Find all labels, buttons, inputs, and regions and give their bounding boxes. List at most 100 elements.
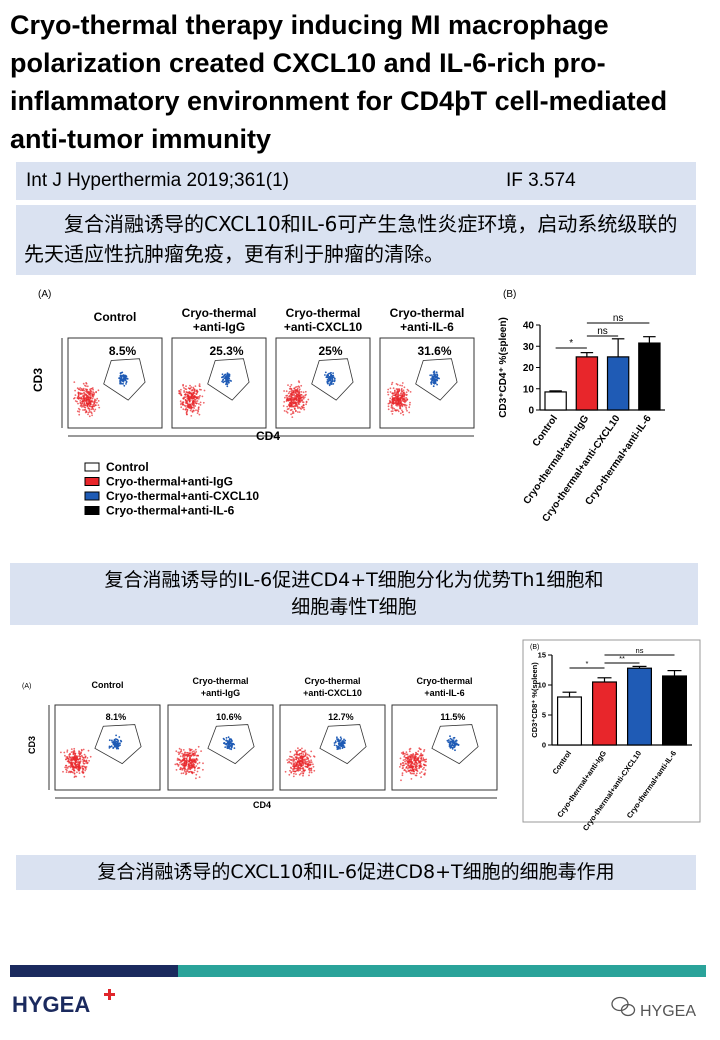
red-event (409, 760, 412, 763)
blue-event (451, 742, 454, 744)
red-event (410, 772, 413, 775)
red-event (177, 763, 180, 766)
red-event (80, 387, 83, 390)
red-event (198, 761, 201, 764)
red-event (284, 770, 287, 773)
red-event (293, 754, 296, 757)
red-event (83, 409, 86, 411)
blue-event (123, 374, 126, 377)
red-event (398, 389, 401, 392)
blue-event (455, 743, 458, 746)
bar (606, 356, 630, 411)
red-event (302, 404, 305, 407)
red-event (419, 764, 421, 766)
red-event (309, 755, 312, 758)
blue-event (125, 380, 128, 383)
blue-event (342, 743, 344, 746)
blue-event (225, 376, 228, 378)
red-event (290, 384, 293, 386)
red-event (304, 765, 307, 768)
panel-label: (A) (22, 683, 31, 690)
logo: HYGEA (12, 992, 90, 1017)
red-event (75, 755, 78, 757)
red-event (290, 767, 293, 770)
red-event (406, 398, 409, 401)
blue-event (233, 743, 236, 746)
red-event (422, 768, 424, 771)
red-event (73, 381, 76, 383)
red-event (413, 772, 415, 775)
blue-event (337, 746, 340, 749)
red-event (292, 757, 295, 760)
red-event (87, 407, 90, 410)
blue-event (229, 738, 231, 740)
red-event (93, 393, 95, 396)
red-event (193, 771, 195, 774)
red-event (91, 397, 94, 400)
red-event (184, 771, 187, 773)
red-event (183, 762, 186, 764)
red-event (292, 770, 295, 772)
summary: 复合消融诱导的IL-6促进CD4+T细胞分化为优势Th1细胞和 细胞毒性T细胞 (10, 563, 698, 625)
red-event (423, 764, 426, 767)
red-event (189, 384, 191, 387)
blue-event (332, 372, 334, 374)
red-event (298, 401, 301, 403)
red-event (92, 405, 94, 408)
red-event (85, 410, 88, 412)
red-event (301, 758, 303, 761)
blue-event (343, 738, 345, 741)
red-event (410, 758, 413, 760)
red-event (183, 757, 186, 759)
red-event (82, 409, 84, 411)
significance-label: ns (636, 646, 644, 655)
red-event (293, 398, 296, 400)
red-event (414, 754, 416, 757)
y-tick-label: 15 (538, 651, 546, 660)
blue-event (119, 379, 122, 382)
red-event (402, 759, 405, 761)
flow-dots (60, 734, 123, 778)
red-event (81, 402, 83, 405)
red-event (400, 779, 402, 782)
red-event (424, 769, 427, 771)
red-event (302, 753, 305, 756)
gate (103, 358, 146, 401)
red-event (186, 770, 189, 772)
red-event (423, 759, 426, 761)
red-event (288, 404, 290, 406)
blue-event (228, 739, 231, 742)
red-event (390, 410, 393, 413)
red-event (85, 382, 87, 384)
red-event (285, 390, 288, 393)
red-event (290, 408, 293, 411)
red-event (286, 411, 289, 414)
red-event (184, 405, 187, 407)
red-event (408, 406, 411, 409)
red-event (83, 397, 86, 400)
red-event (389, 401, 391, 403)
red-event (283, 401, 286, 403)
red-event (417, 759, 419, 761)
red-event (295, 391, 297, 393)
red-event (71, 766, 74, 768)
red-event (89, 755, 92, 758)
blue-event (225, 739, 228, 742)
red-event (189, 749, 191, 752)
red-event (192, 399, 195, 402)
red-event (287, 392, 290, 395)
red-event (394, 390, 396, 393)
red-event (180, 748, 183, 751)
red-event (190, 386, 193, 388)
red-event (399, 766, 401, 768)
red-event (185, 402, 188, 404)
red-event (89, 403, 92, 406)
red-event (290, 763, 293, 765)
group-title: +anti-CXCL10 (303, 688, 362, 698)
red-event (197, 408, 200, 411)
red-event (75, 758, 77, 761)
flow-plot (391, 704, 498, 791)
blue-event (329, 382, 332, 385)
red-event (304, 394, 306, 397)
red-event (179, 400, 182, 403)
